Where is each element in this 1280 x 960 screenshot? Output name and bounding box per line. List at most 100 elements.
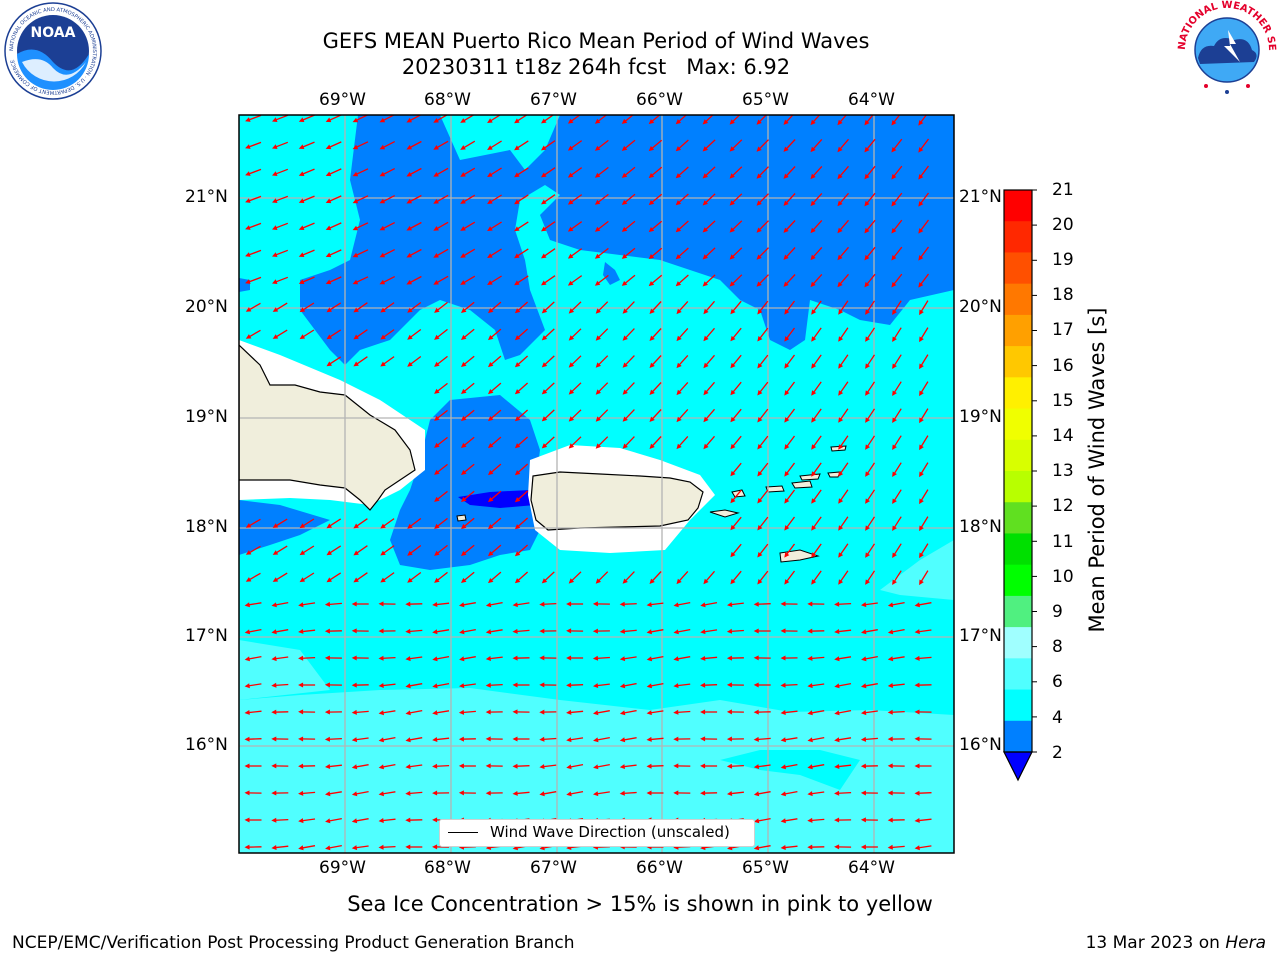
wind-wave-arrow [541, 355, 555, 368]
wind-wave-arrow [406, 194, 422, 204]
period-zone-2-4-small [603, 262, 620, 285]
legend-label: Wind Wave Direction (unscaled) [490, 823, 730, 841]
wind-wave-arrow [646, 763, 664, 769]
wind-wave-arrow [298, 195, 315, 203]
wind-wave-arrow [838, 327, 849, 342]
wind-wave-arrow [730, 489, 742, 504]
wind-wave-arrow [541, 409, 555, 422]
wind-wave-arrow [700, 629, 718, 635]
wind-wave-arrow [727, 602, 744, 607]
wind-wave-arrow [700, 790, 718, 796]
wind-wave-arrow [351, 818, 369, 824]
wind-wave-arrow [432, 710, 450, 716]
wind-wave-arrow [378, 844, 396, 850]
colorbar-tick: 11 [1052, 532, 1074, 552]
wind-wave-arrow [780, 682, 798, 688]
wind-wave-arrow [512, 682, 530, 688]
wind-wave-arrow [621, 220, 636, 232]
wind-wave-arrow [245, 302, 261, 312]
lon-label-bottom-65w: 65°W [742, 858, 789, 878]
wind-wave-arrow [700, 763, 718, 769]
wind-wave-arrow [566, 655, 584, 661]
wind-wave-arrow [646, 710, 664, 716]
wind-wave-arrow [541, 436, 555, 449]
colorbar-segment [1004, 720, 1032, 753]
wind-wave-arrow [914, 818, 932, 823]
wind-wave-arrow [592, 655, 610, 661]
wind-wave-arrow [541, 301, 555, 314]
wind-wave-arrow [566, 682, 584, 688]
wind-wave-arrow [675, 115, 688, 125]
wind-wave-arrow [594, 274, 609, 286]
lon-label-top-65w: 65°W [742, 90, 789, 110]
wind-wave-arrow [918, 192, 930, 207]
wind-wave-arrow [594, 193, 609, 205]
wind-wave-arrow [541, 221, 556, 232]
footer-date: 13 Mar 2023 on Hera [1086, 933, 1266, 953]
wind-wave-arrow [405, 790, 423, 796]
wind-wave-arrow [432, 844, 450, 850]
wind-wave-arrow [378, 818, 396, 823]
wind-wave-arrow [566, 737, 584, 743]
wind-wave-arrow [753, 845, 771, 851]
lon-label-top-64w: 64°W [848, 90, 895, 110]
wind-wave-arrow [892, 435, 902, 450]
wind-wave-arrow [730, 516, 742, 531]
wind-wave-arrow [757, 435, 769, 450]
wind-wave-arrow [621, 274, 636, 286]
wind-wave-arrow [379, 222, 395, 231]
wind-wave-arrow [780, 790, 798, 797]
wind-wave-arrow [405, 601, 423, 607]
wind-wave-arrow [676, 381, 689, 396]
colorbar-segment [1004, 314, 1032, 347]
colorbar-segment [1004, 502, 1032, 534]
wind-wave-arrow [784, 327, 796, 342]
wind-wave-arrow [380, 329, 395, 340]
wind-wave-arrow [407, 571, 422, 583]
wind-wave-arrow [298, 276, 315, 284]
wind-wave-arrow [353, 356, 368, 367]
wind-wave-arrow [514, 194, 529, 205]
map-title-line2: 20230311 t18z 264h fcst Max: 6.92 [401, 55, 791, 79]
wind-wave-arrow [245, 329, 261, 339]
wind-wave-arrow [757, 408, 769, 423]
wind-wave-arrow [673, 763, 691, 769]
wind-wave-arrow [783, 166, 796, 179]
wind-wave-arrow [379, 141, 395, 150]
wind-wave-arrow [487, 221, 502, 231]
wind-wave-arrow [702, 166, 716, 179]
wind-wave-arrow [512, 736, 530, 742]
wind-wave-arrow [649, 436, 662, 449]
wind-wave-arrow [918, 138, 930, 153]
wind-wave-arrow [514, 382, 529, 395]
wind-wave-arrow [673, 683, 691, 688]
wind-wave-arrow [378, 763, 396, 770]
wind-wave-arrow [488, 382, 502, 395]
wind-wave-arrow [675, 166, 689, 179]
wind-wave-arrow [807, 601, 825, 607]
wind-wave-arrow [780, 845, 798, 850]
wind-wave-arrow [272, 195, 289, 203]
wind-wave-arrow [700, 656, 718, 661]
wind-wave-arrow [485, 682, 503, 688]
wind-wave-arrow [676, 327, 689, 342]
wind-wave-arrow [730, 408, 742, 423]
wind-wave-arrow [648, 193, 663, 206]
wind-wave-arrow [326, 302, 342, 313]
wind-wave-arrow [460, 248, 476, 258]
colorbar-segment [1004, 533, 1032, 566]
wind-wave-arrow [838, 489, 849, 504]
wind-wave-arrow [619, 709, 637, 716]
wind-wave-arrow [622, 409, 635, 422]
colorbar-tick: 8 [1052, 637, 1063, 657]
wind-wave-arrow [887, 790, 905, 796]
wind-wave-arrow [271, 790, 289, 796]
colorbar-segment [1004, 658, 1032, 691]
wind-wave-arrow [512, 628, 530, 634]
wind-wave-arrow [433, 221, 449, 231]
wind-wave-arrow [461, 490, 475, 502]
wind-wave-arrow [648, 274, 663, 287]
lat-label-left-19n: 19°N [185, 407, 228, 427]
wind-wave-arrow [807, 791, 825, 797]
wind-wave-arrow [405, 737, 423, 743]
